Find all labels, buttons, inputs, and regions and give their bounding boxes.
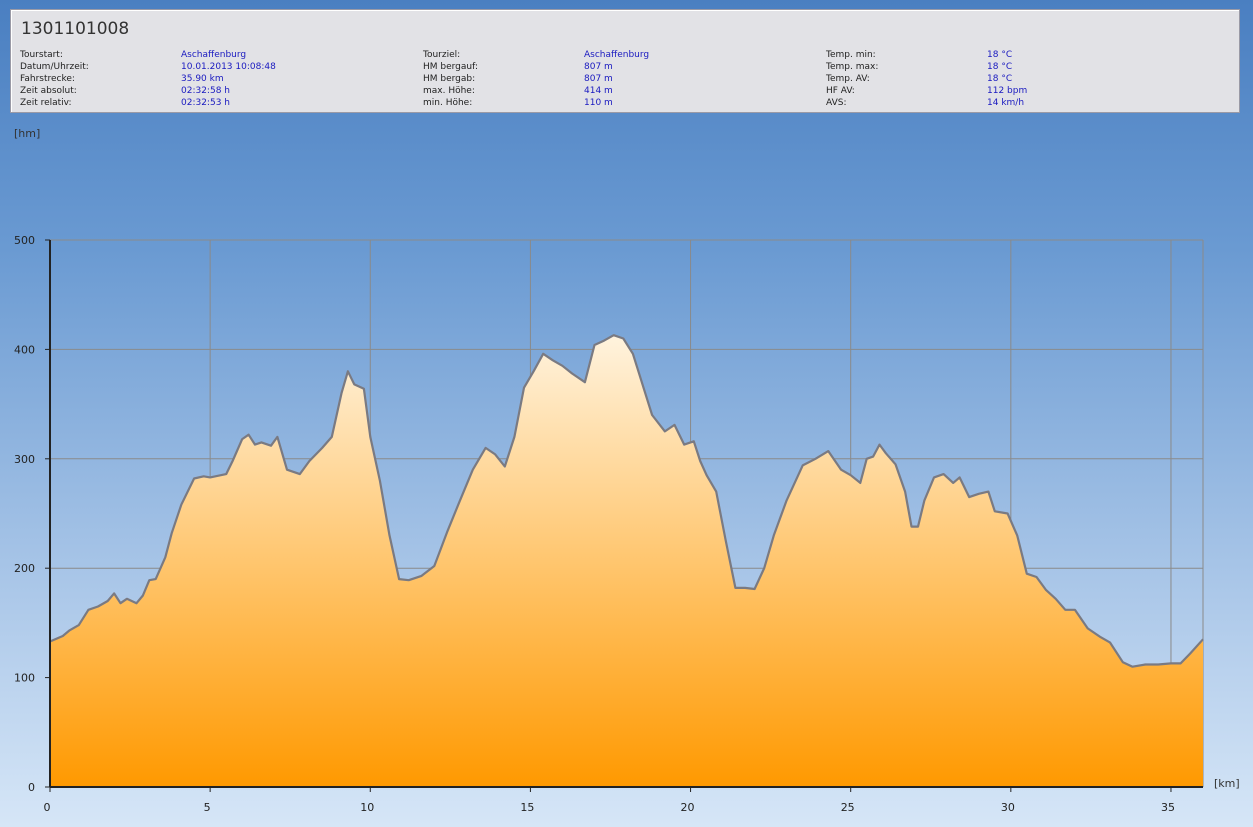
info-label: min. Höhe: [423,98,473,108]
info-label: Temp. min: [826,50,876,60]
y-tick-label: 500 [14,234,35,247]
elevation-line [49,334,1204,668]
x-tick-label: 15 [520,801,534,814]
x-tick-label: 35 [1161,801,1175,814]
x-axis-ticks: 0 5 10 15 20 25 30 35 [44,787,1175,814]
info-label: HM bergab: [423,74,476,84]
info-label: Datum/Uhrzeit: [20,62,89,72]
info-row: AVS: 14 km/h [826,97,1126,109]
info-value: 110 m [584,98,613,108]
info-value: 02:32:53 h [181,98,230,108]
y-axis-unit: [hm] [14,127,40,140]
info-row: Temp. min: 18 °C [826,49,1126,61]
info-row: max. Höhe: 414 m [423,85,723,97]
info-value: 18 °C [987,50,1013,60]
info-value: 807 m [584,62,613,72]
info-row: Fahrstrecke: 35.90 km [20,73,320,85]
info-label: Fahrstrecke: [20,74,75,84]
info-row: Tourstart: Aschaffenburg [20,49,320,61]
info-row: Temp. max: 18 °C [826,61,1126,73]
info-row: HM bergab: 807 m [423,73,723,85]
info-label: HF AV: [826,86,855,96]
info-label: Tourziel: [423,50,461,60]
x-tick-label: 25 [841,801,855,814]
x-tick-label: 20 [681,801,695,814]
info-row: Tourziel: Aschaffenburg [423,49,723,61]
y-tick-label: 0 [28,781,35,794]
info-value: 18 °C [987,62,1013,72]
info-row: Temp. AV: 18 °C [826,73,1126,85]
info-value: Aschaffenburg [584,50,650,60]
info-value: 112 bpm [987,86,1028,96]
y-tick-label: 300 [14,453,35,466]
info-row: min. Höhe: 110 m [423,97,723,109]
x-axis-unit: [km] [1214,777,1240,790]
info-row: Zeit absolut: 02:32:58 h [20,85,320,97]
info-column-3: Temp. min: 18 °C Temp. max: 18 °C Temp. AV: 1… [826,49,1126,109]
info-row: Zeit relativ: 02:32:53 h [20,97,320,109]
info-value: 02:32:58 h [181,86,230,96]
x-tick-label: 10 [360,801,374,814]
info-value: 414 m [584,86,613,96]
y-axis-ticks: 0 100 200 300 400 500 [14,234,50,794]
info-value: 35.90 km [181,74,224,84]
tour-info-panel: 1301101008 Tourstart: Aschaffenburg Datum/… [10,9,1240,113]
y-tick-label: 100 [14,672,35,685]
y-tick-label: 400 [14,343,35,356]
x-tick-label: 30 [1001,801,1015,814]
info-column-2: Tourziel: Aschaffenburg HM bergauf: 807 m HM… [423,49,723,109]
info-value: 18 °C [987,74,1013,84]
tour-title: 1301101008 [21,19,130,39]
x-tick-label: 0 [44,801,51,814]
y-tick-label: 200 [14,562,35,575]
info-label: Zeit relativ: [20,98,72,108]
elevation-area [50,335,1203,787]
info-label: HM bergauf: [423,62,478,72]
info-row: HF AV: 112 bpm [826,85,1126,97]
info-value: 807 m [584,74,613,84]
info-label: Tourstart: [20,50,63,60]
info-row: HM bergauf: 807 m [423,61,723,73]
x-tick-label: 5 [204,801,211,814]
info-row: Datum/Uhrzeit: 10.01.2013 10:08:48 [20,61,320,73]
info-value: 10.01.2013 10:08:48 [181,62,276,72]
info-label: Temp. AV: [826,74,870,84]
info-value: 14 km/h [987,98,1025,108]
info-label: max. Höhe: [423,86,475,96]
info-label: AVS: [826,98,847,108]
info-label: Temp. max: [826,62,879,72]
info-column-1: Tourstart: Aschaffenburg Datum/Uhrzeit: 10.… [20,49,320,109]
info-value: Aschaffenburg [181,50,247,60]
info-label: Zeit absolut: [20,86,77,96]
